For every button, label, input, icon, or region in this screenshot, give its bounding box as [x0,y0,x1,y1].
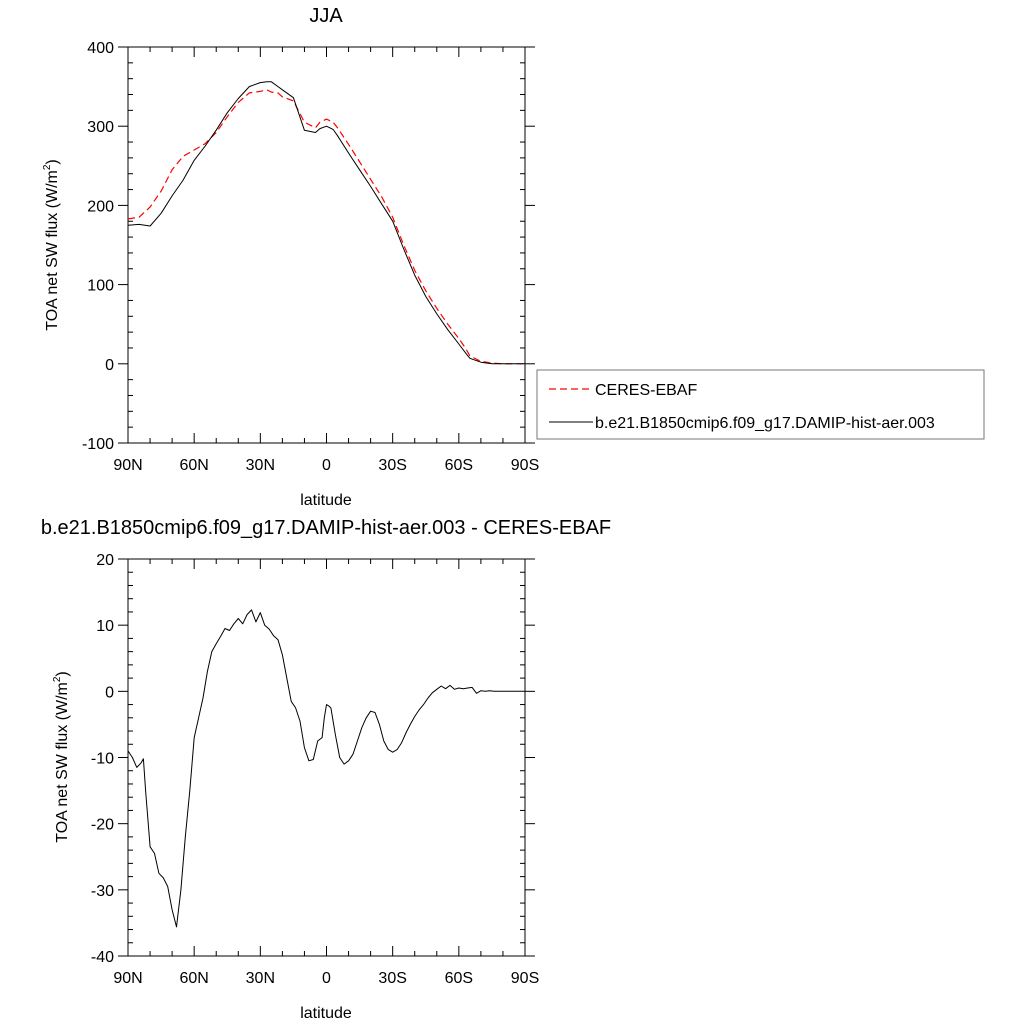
top-y-axis-label: TOA net SW flux (W/m2) [42,159,61,331]
top-x-tick-labels: 90N 60N 30N 0 30S 60S 90S [113,457,539,474]
y-tick-label: -10 [91,751,114,768]
y-tick-label: 200 [87,198,114,215]
x-tick-label: 60S [445,970,473,987]
x-tick-label: 60N [179,970,208,987]
bottom-y-tick-labels: -40 -30 -20 -10 0 10 20 [91,552,114,966]
x-tick-label: 0 [322,457,331,474]
y-tick-label: 400 [87,40,114,57]
bottom-y-axis-label-close: ) [54,671,71,676]
y-tick-label: 300 [87,119,114,136]
x-tick-label: 60N [179,457,208,474]
y-tick-label: -40 [91,949,114,966]
x-tick-label: 0 [322,970,331,987]
y-tick-label: 100 [87,278,114,295]
top-panel: JJA 90N 60N 30N 0 30S 60S 90S -100 0 100 200 300 40… [42,5,985,509]
bottom-y-axis-label-main: TOA net SW flux (W/m [54,682,71,843]
bottom-x-tick-labels: 90N 60N 30N 0 30S 60S 90S [113,970,539,987]
y-tick-label: 0 [105,357,114,374]
top-chart-title: JJA [309,5,343,27]
y-tick-label: 0 [105,684,114,701]
bottom-panel: b.e21.B1850cmip6.f09_g17.DAMIP-hist-aer.… [41,517,611,1022]
y-tick-label: 20 [96,552,114,569]
top-y-axis-label-sup: 2 [42,164,53,170]
top-series-lines [127,81,525,365]
bottom-x-axis-label: latitude [300,1005,352,1022]
y-tick-label: -20 [91,817,114,834]
y-tick-label: -30 [91,883,114,900]
x-tick-label: 30N [246,970,275,987]
series-line-1 [127,81,525,365]
x-tick-label: 30S [378,970,406,987]
legend-frame [536,369,985,440]
series-line-0 [127,89,525,365]
top-y-axis-label-close: ) [44,159,61,164]
x-tick-label: 30S [378,457,406,474]
bottom-axis-ticks [118,558,535,957]
x-tick-label: 60S [445,457,473,474]
y-tick-label: -100 [82,436,114,453]
bottom-chart-title: b.e21.B1850cmip6.f09_g17.DAMIP-hist-aer.… [41,517,611,539]
top-y-axis-label-main: TOA net SW flux (W/m [44,170,61,331]
bottom-plot-frame [127,558,526,957]
x-tick-label: 90N [113,970,142,987]
top-x-axis-label: latitude [300,492,352,509]
x-tick-label: 90S [511,970,539,987]
bottom-series-lines [127,609,525,928]
legend-label-ceres: CERES-EBAF [595,382,697,399]
bottom-y-axis-label-sup: 2 [52,676,63,682]
bottom-y-axis-label: TOA net SW flux (W/m2) [52,671,71,843]
top-y-tick-labels: -100 0 100 200 300 400 [82,40,114,453]
series-line-0 [127,609,525,928]
x-tick-label: 30N [246,457,275,474]
top-axis-ticks [118,46,535,444]
top-plot-frame [127,46,526,444]
legend-label-model: b.e21.B1850cmip6.f09_g17.DAMIP-hist-aer.… [595,415,935,432]
y-tick-label: 10 [96,618,114,635]
x-tick-label: 90S [511,457,539,474]
legend: CERES-EBAF b.e21.B1850cmip6.f09_g17.DAMI… [536,369,985,440]
x-tick-label: 90N [113,457,142,474]
